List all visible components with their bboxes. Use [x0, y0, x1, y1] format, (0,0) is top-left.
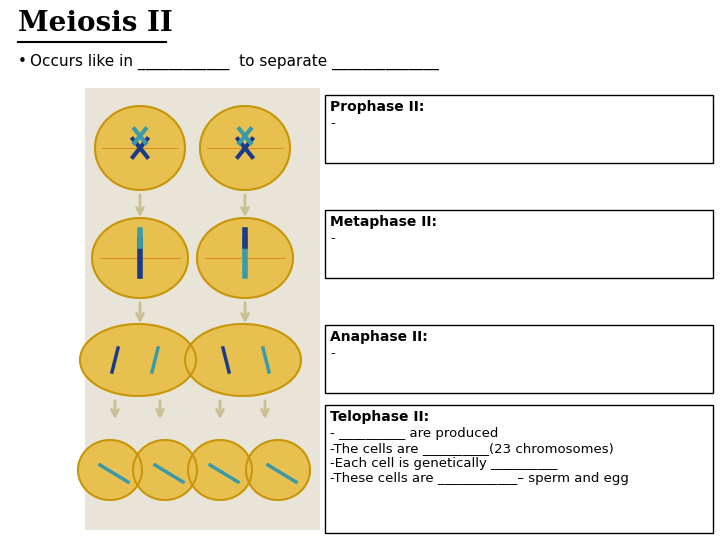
Text: Occurs like in ____________  to separate ______________: Occurs like in ____________ to separate … [30, 54, 439, 70]
Text: Prophase II:: Prophase II: [330, 100, 424, 114]
Text: -These cells are ____________– sperm and egg: -These cells are ____________– sperm and… [330, 472, 629, 485]
FancyBboxPatch shape [325, 210, 713, 278]
Text: -Each cell is genetically __________: -Each cell is genetically __________ [330, 457, 557, 470]
Text: -: - [330, 232, 335, 245]
FancyBboxPatch shape [85, 88, 320, 530]
FancyBboxPatch shape [325, 325, 713, 393]
Polygon shape [197, 218, 293, 298]
Text: Telophase II:: Telophase II: [330, 410, 429, 424]
Polygon shape [133, 440, 197, 500]
Text: •: • [18, 54, 27, 69]
Polygon shape [80, 324, 196, 396]
Text: Anaphase II:: Anaphase II: [330, 330, 428, 344]
Polygon shape [78, 440, 142, 500]
Text: - __________ are produced: - __________ are produced [330, 427, 498, 440]
Polygon shape [188, 440, 252, 500]
FancyBboxPatch shape [325, 405, 713, 533]
FancyBboxPatch shape [325, 95, 713, 163]
Text: -: - [330, 117, 335, 130]
Polygon shape [92, 218, 188, 298]
Polygon shape [200, 106, 290, 190]
Text: -The cells are __________(23 chromosomes): -The cells are __________(23 chromosomes… [330, 442, 613, 455]
Polygon shape [185, 324, 301, 396]
Text: Metaphase II:: Metaphase II: [330, 215, 437, 229]
Polygon shape [95, 106, 185, 190]
Text: -: - [330, 347, 335, 360]
Text: Meiosis II: Meiosis II [18, 10, 173, 37]
Polygon shape [246, 440, 310, 500]
